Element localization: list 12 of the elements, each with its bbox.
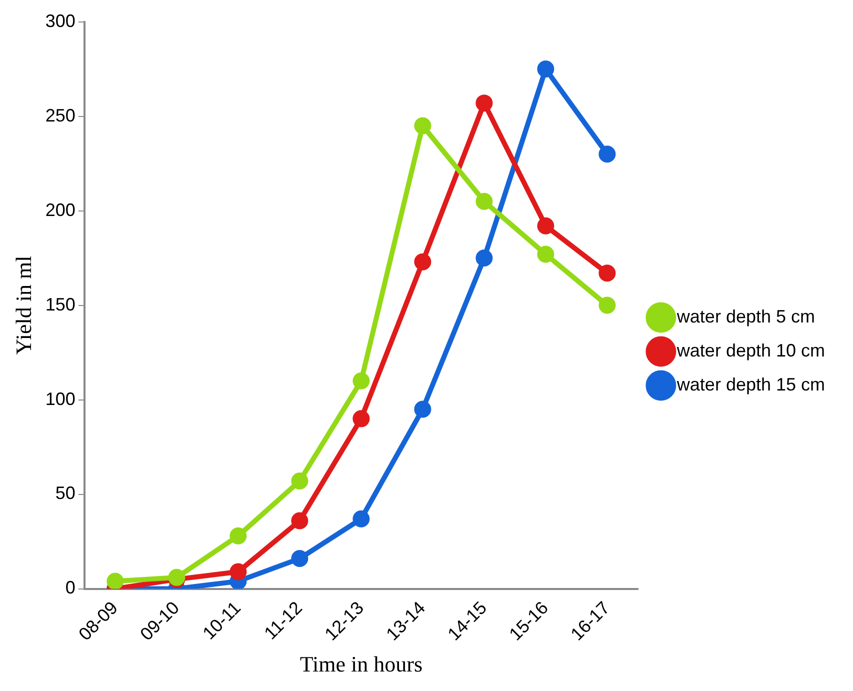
y-tick-label: 50 bbox=[55, 483, 76, 504]
y-tick-label: 300 bbox=[45, 10, 76, 31]
legend-label: water depth 15 cm bbox=[676, 374, 825, 394]
y-tick-label: 250 bbox=[45, 105, 76, 126]
y-tick-label: 200 bbox=[45, 200, 76, 220]
y-tick-label: 100 bbox=[45, 388, 76, 409]
legend-label: water depth 5 cm bbox=[676, 306, 815, 326]
y-tick-label: 150 bbox=[45, 294, 76, 314]
x-axis-title: Time in hours bbox=[300, 652, 423, 677]
y-tick-label: 0 bbox=[65, 578, 76, 598]
legend-label: water depth 10 cm bbox=[676, 340, 825, 360]
y-axis-title: Yield in ml bbox=[10, 256, 36, 355]
